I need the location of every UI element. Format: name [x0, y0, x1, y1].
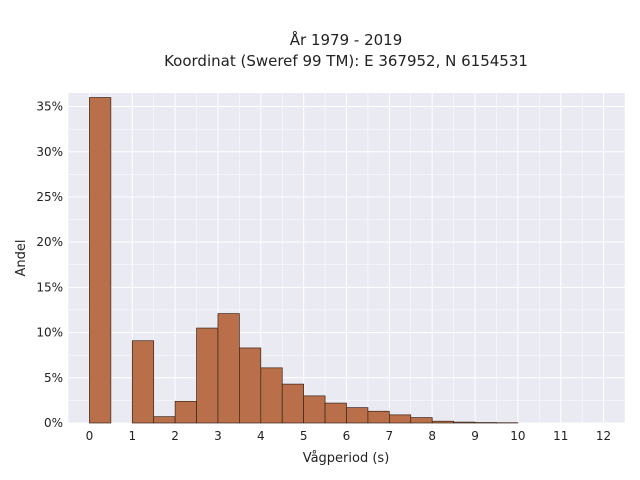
chart-title-line-2: Koordinat (Sweref 99 TM): E 367952, N 61… — [164, 52, 528, 70]
histogram-bar — [324, 402, 347, 424]
histogram-bar — [260, 367, 283, 424]
x-tick-label: 9 — [471, 429, 479, 443]
y-tick-label: 10% — [36, 326, 63, 340]
histogram-bar — [217, 313, 240, 424]
x-tick-label: 1 — [128, 429, 136, 443]
x-tick-label: 4 — [257, 429, 265, 443]
histogram-bar — [131, 340, 155, 424]
histogram-bar — [303, 395, 326, 424]
histogram-bar — [174, 400, 197, 424]
x-tick-label: 5 — [300, 429, 308, 443]
histogram-bar — [153, 416, 176, 424]
bars — [89, 97, 519, 424]
y-tick-label: 5% — [44, 371, 63, 385]
histogram-bar — [346, 407, 369, 424]
y-axis-ticks: 0% 5% 10% 15% 20% 25% 30% 35% — [36, 100, 63, 430]
x-tick-label: 7 — [386, 429, 394, 443]
histogram-bar — [239, 347, 262, 424]
y-tick-label: 15% — [36, 280, 63, 294]
histogram-bar — [410, 417, 433, 424]
y-tick-label: 30% — [36, 145, 63, 159]
y-tick-label: 35% — [36, 100, 63, 114]
x-tick-label: 11 — [553, 429, 568, 443]
y-tick-label: 25% — [36, 190, 63, 204]
y-axis-label: Andel — [14, 240, 29, 277]
histogram-bar — [196, 327, 219, 424]
x-tick-label: 12 — [596, 429, 611, 443]
chart-title-line-1: År 1979 - 2019 — [290, 30, 403, 49]
x-tick-label: 10 — [510, 429, 525, 443]
histogram-bar — [281, 383, 305, 424]
x-axis-ticks: 0 1 2 3 4 5 6 7 8 9 10 11 12 — [86, 429, 612, 443]
histogram-bar — [89, 97, 112, 424]
y-tick-label: 20% — [36, 235, 63, 249]
y-tick-label: 0% — [44, 416, 63, 430]
histogram-bar — [388, 414, 412, 424]
x-tick-label: 8 — [428, 429, 436, 443]
histogram-bar — [431, 420, 454, 424]
x-tick-label: 0 — [86, 429, 94, 443]
x-tick-label: 2 — [171, 429, 179, 443]
x-tick-label: 3 — [214, 429, 222, 443]
x-tick-label: 6 — [343, 429, 351, 443]
histogram-bar — [453, 421, 476, 424]
x-axis-label: Vågperiod (s) — [303, 451, 390, 466]
histogram-bar — [367, 410, 390, 424]
